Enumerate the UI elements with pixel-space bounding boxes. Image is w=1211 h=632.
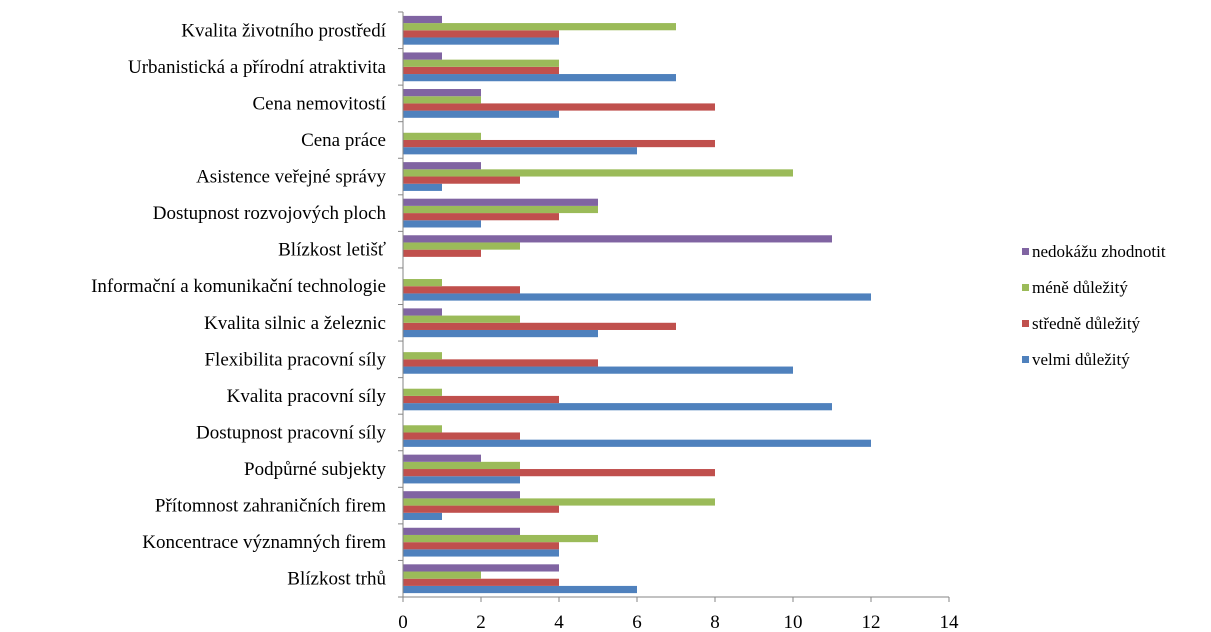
bar [403,491,520,499]
bar [403,205,598,214]
bar [403,89,481,97]
bar [403,564,559,572]
legend-swatch [1022,248,1029,255]
bar [403,162,481,170]
bar [403,403,832,411]
bar [403,110,559,118]
bar [403,249,481,257]
category-label: Flexibilita pracovní síly [204,349,386,370]
category-label: Asistence veřejné správy [196,167,386,188]
bar [403,147,637,155]
x-tick-label: 10 [784,612,803,632]
x-tick-label: 14 [940,612,960,632]
bar [403,74,676,82]
x-tick-label: 12 [862,612,881,632]
bar [403,322,676,330]
legend-swatch [1022,356,1029,363]
bar [403,432,520,440]
bar [403,308,442,316]
bar [403,132,481,140]
x-tick-label: 2 [476,612,486,632]
bar [403,23,676,31]
category-label: Dostupnost pracovní síly [196,422,386,443]
bar [403,286,520,294]
bar [403,476,520,484]
category-label: Blízkost trhů [287,569,386,590]
bar [403,359,598,367]
bar [403,183,442,191]
bar [403,366,793,374]
category-label: Koncentrace významných firem [142,532,386,553]
bar [403,425,442,433]
category-label: Urbanistická a přírodní atraktivita [128,57,387,78]
bar [403,59,559,67]
bar [403,542,559,550]
bar [403,235,832,243]
x-tick-label: 6 [632,612,642,632]
legend-label: méně důležitý [1032,278,1128,297]
bar [403,198,598,206]
bar [403,454,481,462]
legend-swatch [1022,320,1029,327]
bar [403,15,442,24]
x-tick-label: 8 [710,612,720,632]
bar [403,30,559,38]
bar [403,512,442,520]
bar [403,439,871,447]
category-label: Cena nemovitostí [252,93,386,114]
bar [403,352,442,360]
category-label: Dostupnost rozvojových ploch [153,203,387,224]
bar [403,315,520,323]
category-label: Informační a komunikační technologie [91,276,386,297]
category-label: Kvalita silnic a železnic [204,313,386,334]
category-label: Blízkost letišť [278,240,386,261]
bar [403,571,481,579]
plot-area: Blízkost trhů Koncentrace významných fire… [91,11,960,632]
bar [403,37,559,45]
legend-swatch [1022,284,1029,291]
bar [403,242,520,250]
legend-label: velmi důležitý [1032,350,1130,369]
bar [403,534,598,543]
bar [403,279,442,287]
bar [403,213,559,221]
category-label: Kvalita pracovní síly [227,386,387,407]
bar [403,103,715,111]
category-label: Přítomnost zahraničních firem [155,496,386,517]
legend: nedokážu zhodnotit méně důležitý středně d… [1022,242,1166,369]
bar [403,461,520,470]
category-label: Cena práce [301,130,386,151]
bar [403,220,481,228]
bar [403,585,637,594]
bar [403,549,559,557]
bar [403,578,559,586]
bar [403,388,442,396]
bar [403,66,559,75]
bar [403,329,598,338]
bar [403,469,715,477]
bar [403,176,520,184]
bar [403,498,715,506]
legend-label: nedokážu zhodnotit [1032,242,1166,261]
bar [403,96,481,104]
bar [403,505,559,513]
x-tick-label: 4 [554,612,564,632]
x-tick-label: 0 [398,612,408,632]
category-label: Kvalita životního prostředí [181,20,386,41]
bar [403,395,559,404]
bar [403,52,442,60]
bar [403,293,871,301]
bar [403,527,520,535]
bar [403,169,793,177]
legend-label: středně důležitý [1032,314,1141,333]
category-label: Podpůrné subjekty [244,459,386,480]
bar [403,139,715,148]
